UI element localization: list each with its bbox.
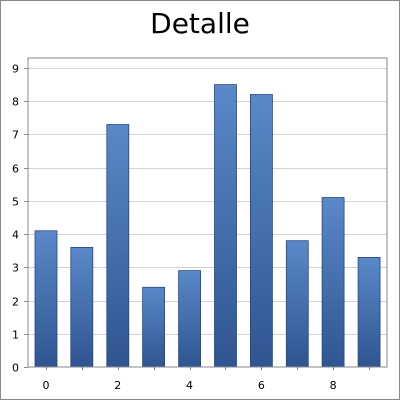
chart-title: Detalle bbox=[150, 7, 250, 40]
bar bbox=[142, 286, 166, 368]
x-tick-label: 8 bbox=[330, 379, 337, 392]
bar bbox=[34, 230, 58, 368]
bar bbox=[357, 256, 381, 368]
y-tick-label: 1 bbox=[12, 329, 19, 342]
tick-labels: 0 1 2 3 4 5 6 7 8 9 0 2 4 6 8 bbox=[12, 63, 337, 393]
x-tick-label: 0 bbox=[42, 379, 49, 392]
y-tick-label: 4 bbox=[12, 229, 19, 242]
bar bbox=[178, 270, 202, 368]
y-tick-label: 0 bbox=[12, 362, 19, 375]
axes bbox=[24, 57, 388, 370]
bars bbox=[34, 84, 381, 368]
x-tick-label: 6 bbox=[258, 379, 265, 392]
bar bbox=[285, 240, 309, 368]
bar bbox=[106, 124, 130, 368]
bar bbox=[70, 246, 94, 368]
bar bbox=[321, 197, 345, 368]
bar bbox=[249, 94, 273, 368]
plot-area bbox=[27, 57, 388, 368]
y-tick-label: 2 bbox=[12, 296, 19, 309]
x-tick-label: 4 bbox=[186, 379, 193, 392]
y-tick-label: 6 bbox=[12, 163, 19, 176]
y-tick-label: 8 bbox=[12, 96, 19, 109]
y-tick-label: 9 bbox=[12, 63, 19, 76]
x-tick-label: 2 bbox=[114, 379, 121, 392]
y-tick-label: 7 bbox=[12, 129, 19, 142]
y-tick-label: 5 bbox=[12, 196, 19, 209]
bar bbox=[214, 84, 237, 368]
y-tick-label: 3 bbox=[12, 262, 19, 275]
